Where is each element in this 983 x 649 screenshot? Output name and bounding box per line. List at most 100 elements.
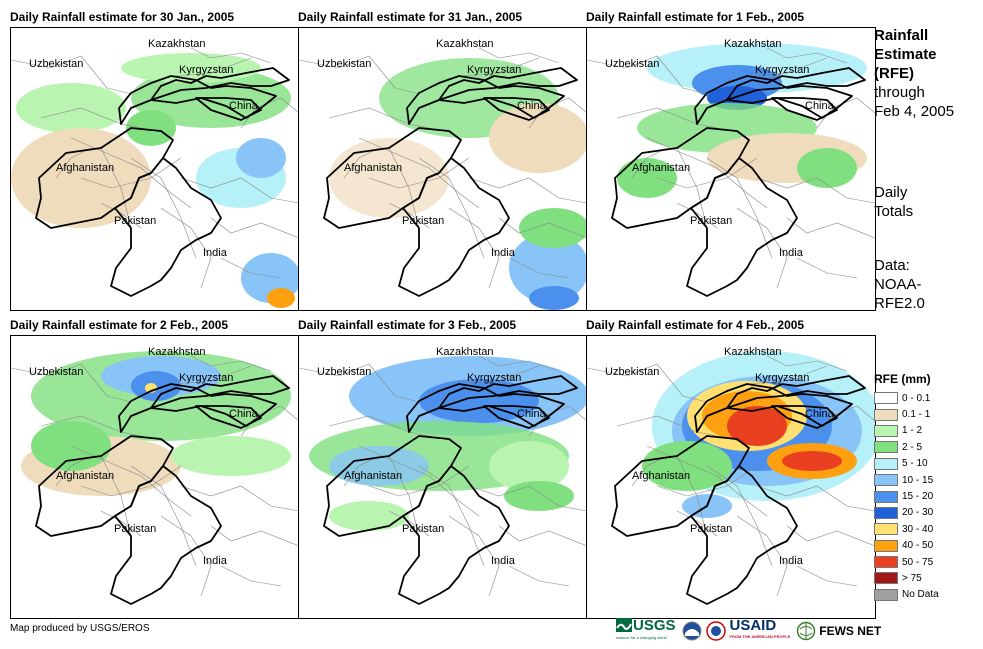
usgs-wave-icon	[616, 618, 632, 632]
usgs-logo: USGS science for a changing world	[616, 618, 676, 643]
rain-field	[11, 53, 299, 308]
label-uzbekistan: Uzbekistan	[317, 366, 372, 378]
label-kazakhstan: Kazakhstan	[148, 38, 206, 50]
side-title-line: (RFE)	[874, 65, 914, 82]
legend-label: 20 - 30	[902, 507, 934, 519]
panel-title: Daily Rainfall estimate for 31 Jan., 200…	[298, 10, 523, 24]
panel-1-feb: Daily Rainfall estimate for 1 Feb., 2005…	[586, 8, 876, 311]
legend-item: 10 - 15	[874, 472, 939, 488]
rainfall-map: Kazakhstan Uzbekistan Kyrgyzstan China A…	[586, 27, 876, 311]
map-credit: Map produced by USGS/EROS	[10, 623, 150, 634]
legend-item: > 75	[874, 570, 939, 586]
legend-swatch	[874, 523, 898, 536]
panel-title: Daily Rainfall estimate for 2 Feb., 2005	[10, 318, 229, 332]
legend-swatch	[874, 457, 898, 470]
label-pakistan: Pakistan	[402, 215, 445, 227]
label-kyrgyzstan: Kyrgyzstan	[179, 372, 234, 384]
label-china: China	[517, 408, 546, 420]
fews-globe-icon	[797, 621, 816, 640]
side-title-line: Rainfall	[874, 27, 929, 44]
label-china: China	[229, 408, 258, 420]
label-india: India	[203, 247, 227, 259]
rainfall-map: Kazakhstan Uzbekistan Kyrgyzstan China A…	[10, 335, 300, 619]
label-china: China	[229, 100, 258, 112]
daily-totals-note: Daily Totals	[874, 183, 913, 221]
rainfall-overlay	[11, 47, 299, 308]
usaid-text: USAID	[729, 616, 777, 634]
panel-title: Daily Rainfall estimate for 1 Feb., 2005	[586, 10, 805, 24]
label-uzbekistan: Uzbekistan	[605, 58, 660, 70]
legend-label: 40 - 50	[902, 540, 934, 552]
label-kazakhstan: Kazakhstan	[724, 38, 782, 50]
daily-line: Totals	[874, 203, 914, 220]
legend-swatch	[874, 572, 898, 585]
label-uzbekistan: Uzbekistan	[605, 366, 660, 378]
legend-swatch	[874, 588, 898, 601]
legend-label: 30 - 40	[902, 523, 934, 535]
legend-label: No Data	[902, 589, 939, 601]
label-afghanistan: Afghanistan	[56, 162, 115, 174]
legend-swatch	[874, 408, 898, 421]
label-india: India	[203, 555, 227, 567]
legend-label: 5 - 10	[902, 458, 928, 470]
legend-label: > 75	[902, 572, 922, 584]
side-title-line: Estimate	[874, 46, 937, 63]
label-pakistan: Pakistan	[690, 215, 733, 227]
rainfall-overlay	[299, 355, 587, 605]
rainfall-map: Kazakhstan Uzbekistan Kyrgyzstan China A…	[10, 27, 300, 311]
label-india: India	[491, 247, 515, 259]
fews-net-text: FEWS NET	[819, 623, 882, 638]
label-afghanistan: Afghanistan	[344, 162, 403, 174]
legend-rows: 0 - 0.1 0.1 - 1 1 - 2 2 - 5 5 - 10 10 - 15 15 …	[874, 390, 939, 603]
label-pakistan: Pakistan	[114, 215, 157, 227]
rainfall-map: Kazakhstan Uzbekistan Kyrgyzstan China A…	[298, 335, 588, 619]
legend-item: 0 - 0.1	[874, 390, 939, 406]
label-afghanistan: Afghanistan	[632, 162, 691, 174]
rainfall-overlay	[11, 351, 299, 605]
label-india: India	[779, 555, 803, 567]
data-line: NOAA-	[874, 276, 922, 293]
legend-label: 10 - 15	[902, 474, 934, 486]
label-uzbekistan: Uzbekistan	[29, 58, 84, 70]
legend-swatch	[874, 424, 898, 437]
legend-item: 0.1 - 1	[874, 406, 939, 422]
legend-swatch	[874, 556, 898, 569]
legend-label: 1 - 2	[902, 425, 923, 437]
label-kazakhstan: Kazakhstan	[148, 346, 206, 358]
legend-label: 50 - 75	[902, 556, 934, 568]
label-kyrgyzstan: Kyrgyzstan	[755, 372, 810, 384]
rain-field	[329, 58, 587, 310]
rainfall-overlay	[299, 47, 587, 310]
label-pakistan: Pakistan	[402, 523, 445, 535]
rfe-legend: RFE (mm) 0 - 0.1 0.1 - 1 1 - 2 2 - 5 5 - 10 1…	[874, 372, 939, 603]
label-afghanistan: Afghanistan	[344, 470, 403, 482]
legend-item: 50 - 75	[874, 554, 939, 570]
rainfall-map: Kazakhstan Uzbekistan Kyrgyzstan China A…	[586, 335, 876, 619]
rainfall-overlay	[587, 351, 875, 605]
usgs-text: USGS	[633, 616, 676, 634]
data-line: RFE2.0	[874, 295, 925, 312]
legend-item: 2 - 5	[874, 439, 939, 455]
label-uzbekistan: Uzbekistan	[317, 58, 372, 70]
rain-field	[642, 351, 875, 518]
data-source-note: Data: NOAA- RFE2.0	[874, 256, 925, 313]
legend-label: 0.1 - 1	[902, 409, 931, 421]
rainfall-overlay	[587, 43, 875, 297]
label-kazakhstan: Kazakhstan	[436, 346, 494, 358]
label-india: India	[491, 555, 515, 567]
legend-label: 15 - 20	[902, 491, 934, 503]
legend-swatch	[874, 474, 898, 487]
panel-3-feb: Daily Rainfall estimate for 3 Feb., 2005…	[298, 316, 588, 619]
label-kyrgyzstan: Kyrgyzstan	[755, 64, 810, 76]
label-china: China	[805, 408, 834, 420]
label-kyrgyzstan: Kyrgyzstan	[467, 372, 522, 384]
side-title-line: Feb 4, 2005	[874, 103, 955, 120]
legend-swatch	[874, 392, 898, 405]
legend-item: 30 - 40	[874, 521, 939, 537]
label-china: China	[805, 100, 834, 112]
panel-title: Daily Rainfall estimate for 4 Feb., 2005	[586, 318, 805, 332]
legend-item: 5 - 10	[874, 456, 939, 472]
daily-line: Daily	[874, 184, 908, 201]
label-india: India	[779, 247, 803, 259]
legend-item: 1 - 2	[874, 423, 939, 439]
